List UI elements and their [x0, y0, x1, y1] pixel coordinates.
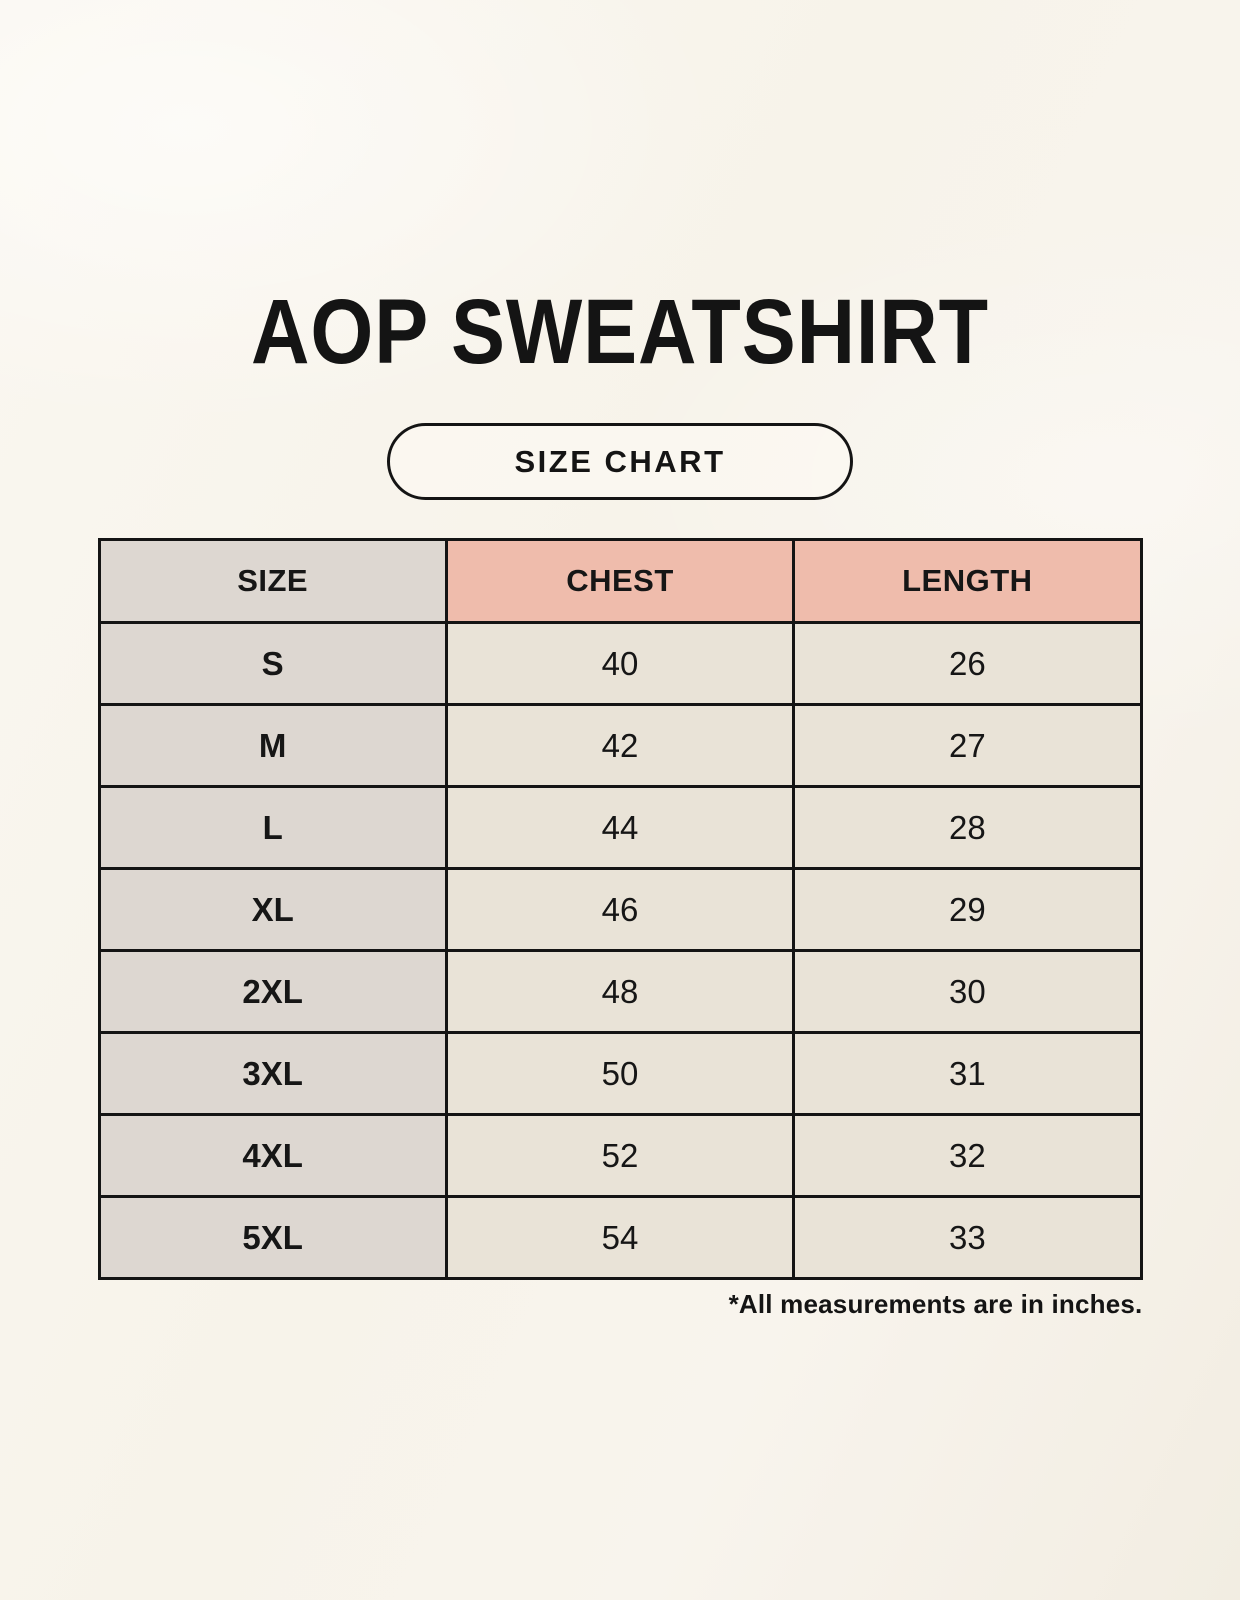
table-row-5xl: 5XL 54 33 [97, 1195, 1143, 1281]
length-value: 29 [792, 867, 1143, 953]
length-value: 32 [792, 1113, 1143, 1199]
length-value: 31 [792, 1031, 1143, 1117]
size-label: M [97, 703, 448, 789]
chest-value: 50 [444, 1031, 796, 1117]
size-label: 5XL [97, 1195, 448, 1281]
column-header-chest: CHEST [444, 538, 796, 625]
header-row: SIZE CHEST LENGTH [97, 538, 1143, 625]
size-label: 2XL [97, 949, 448, 1035]
column-header-length: LENGTH [792, 538, 1143, 625]
length-value: 28 [792, 785, 1143, 871]
size-chart-badge: SIZE CHART [387, 423, 853, 501]
size-label: 4XL [97, 1113, 448, 1199]
chest-value: 42 [444, 703, 796, 789]
measurement-note: *All measurements are in inches. [728, 1289, 1143, 1320]
chest-value: 52 [444, 1113, 796, 1199]
size-table-body: S 40 26 M 42 27 L 44 28 XL 46 29 2XL 48 [97, 621, 1143, 1281]
chest-value: 48 [444, 949, 796, 1035]
size-label: XL [97, 867, 448, 953]
table-row-s: S 40 26 [97, 621, 1143, 707]
chest-value: 54 [444, 1195, 796, 1281]
chest-value: 44 [444, 785, 796, 871]
table-row-3xl: 3XL 50 31 [97, 1031, 1143, 1117]
table-row-4xl: 4XL 52 32 [97, 1113, 1143, 1199]
column-header-size: SIZE [97, 538, 448, 625]
length-value: 30 [792, 949, 1143, 1035]
chest-value: 40 [444, 621, 796, 707]
table-row-m: M 42 27 [97, 703, 1143, 789]
table-row-xl: XL 46 29 [97, 867, 1143, 953]
length-value: 27 [792, 703, 1143, 789]
chest-value: 46 [444, 867, 796, 953]
size-label: 3XL [97, 1031, 448, 1117]
size-chart-badge-label: SIZE CHART [514, 443, 726, 479]
size-table: SIZE CHEST LENGTH S 40 26 M 42 27 L 44 2… [97, 538, 1143, 1281]
length-value: 33 [792, 1195, 1143, 1281]
size-label: L [97, 785, 448, 871]
length-value: 26 [792, 621, 1143, 707]
size-table-header: SIZE CHEST LENGTH [97, 538, 1143, 625]
table-row-2xl: 2XL 48 30 [97, 949, 1143, 1035]
table-row-l: L 44 28 [97, 785, 1143, 871]
size-label: S [97, 621, 448, 707]
product-title: AOP SWEATSHIRT [250, 281, 989, 383]
